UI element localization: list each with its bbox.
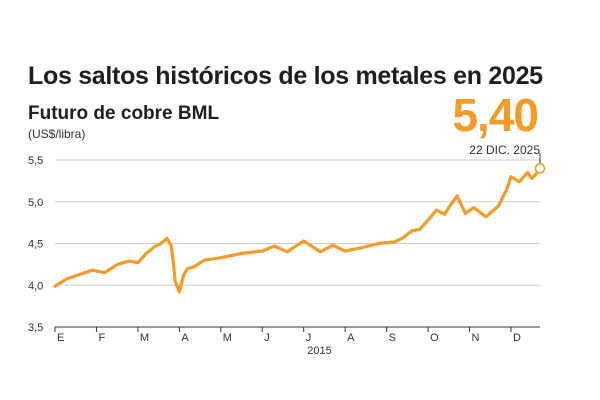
x-tick-label: M [140,332,149,344]
x-tick-label: M [223,332,232,344]
y-tick-label: 5,5 [28,155,43,167]
chart-subtitle: Futuro de cobre BML [28,103,220,124]
last-point-marker [534,163,546,174]
year-label: 2015 [307,345,331,357]
x-tick-label: J [264,332,270,344]
x-axis: E F M A M J J A S O N D 2015 [54,326,540,357]
x-tick-label: E [57,332,64,344]
unit-label: (US$/libra) [28,127,86,141]
series-layer [53,153,546,294]
highlight-value: 5,40 [452,89,539,141]
grid-lines: 3,5 4,0 4,5 5,0 5,5 [28,155,540,334]
y-tick-label: 4,5 [28,239,43,251]
chart-title: Los saltos históricos de los metales en … [28,62,543,90]
y-tick-label: 4,0 [28,280,43,292]
x-tick-label: S [389,332,396,344]
x-tick-label: A [181,332,189,344]
x-tick-label: A [347,332,355,344]
x-tick-label: D [513,332,521,344]
x-tick-label: N [472,332,480,344]
highlight-date: 22 DIC. 2025 [469,143,540,157]
x-tick-label: O [430,332,439,344]
x-tick-label: F [98,332,105,344]
x-tick-label: J [306,332,312,344]
y-tick-label: 5,0 [28,197,43,209]
y-tick-label: 3,5 [28,322,43,334]
series-line [53,166,542,294]
